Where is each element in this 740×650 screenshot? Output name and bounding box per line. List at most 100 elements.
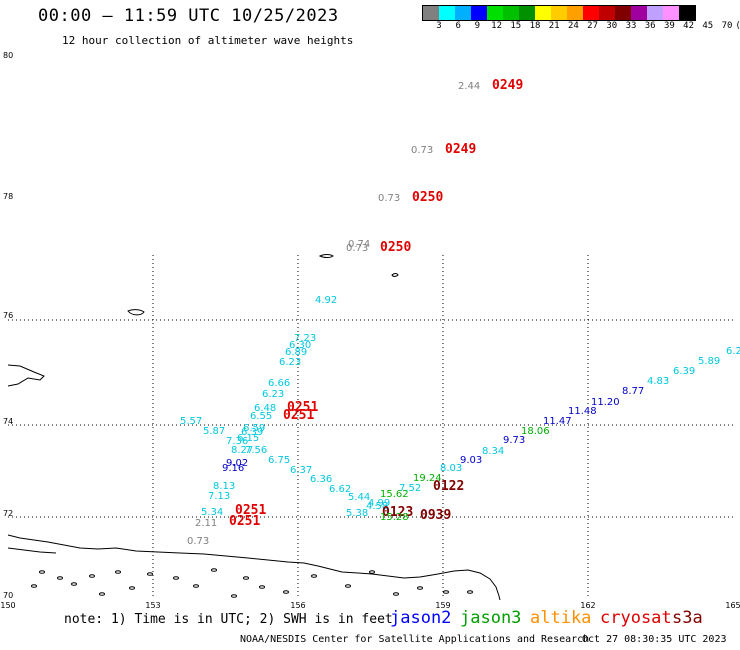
wave-height-label: 11.47: [543, 416, 572, 427]
island-outline: [71, 582, 77, 586]
color-swatch: [567, 6, 583, 20]
island-outline: [147, 572, 153, 576]
island-outline: [259, 585, 265, 589]
footnote: note: 1) Time is in UTC; 2) SWH is in fe…: [64, 612, 393, 627]
credit-line: NOAA/NESDIS Center for Satellite Applica…: [240, 634, 590, 645]
latitude-label: 76: [3, 311, 13, 320]
wave-height-label: 6.15: [237, 433, 259, 444]
wave-height-label: 6.55: [250, 411, 272, 422]
island-outline: [99, 592, 105, 596]
color-swatch: [663, 6, 679, 20]
satellite-legend-item: cryosat: [600, 608, 672, 628]
wave-height-label: 7.52: [399, 483, 421, 494]
wave-height-label: 11.20: [591, 397, 620, 408]
color-scale-label: 33: [625, 21, 637, 31]
color-scale-label: 36: [644, 21, 656, 31]
wave-height-label: 6.37: [290, 465, 312, 476]
color-swatch: [503, 6, 519, 20]
pass-time-label: 0122: [433, 479, 464, 494]
coastline: [7, 364, 45, 387]
longitude-label: 162: [580, 601, 595, 610]
color-swatch: [519, 6, 535, 20]
wave-height-label: 8.77: [622, 386, 644, 397]
wave-height-label: 11.48: [568, 406, 597, 417]
satellite-legend-item: altika: [530, 608, 592, 628]
wave-height-label: 5.87: [203, 426, 225, 437]
latitude-label: 70: [3, 591, 13, 600]
wave-height-label: 6.23: [262, 389, 284, 400]
wave-height-label: 7.56: [245, 445, 267, 456]
wave-height-label: 4.99: [368, 498, 390, 509]
island-outline: [211, 568, 217, 572]
wave-height-label: 5.34: [201, 507, 223, 518]
pass-time-label: 0249: [445, 142, 476, 157]
wave-height-label: 8.03: [440, 463, 462, 474]
longitude-label: 153: [145, 601, 160, 610]
color-swatch: [583, 6, 599, 20]
color-scale-label: 45: [702, 21, 714, 31]
pass-time-label: 0251: [287, 400, 318, 415]
color-scale-label: 42: [683, 21, 695, 31]
color-scale-label: 70: [721, 21, 733, 31]
color-scale-label: 3: [436, 21, 442, 31]
color-swatch: [615, 6, 631, 20]
wave-height-label: 8.27: [231, 445, 253, 456]
wave-height-label: 6.66: [268, 378, 290, 389]
pass-time-label: 0251: [283, 408, 314, 423]
color-scale-label: 24: [567, 21, 579, 31]
coastline: [318, 254, 334, 258]
island-outline: [173, 576, 179, 580]
longitude-label: 156: [290, 601, 305, 610]
island-outline: [89, 574, 95, 578]
island-outline: [129, 586, 135, 590]
island-outline: [39, 570, 45, 574]
wave-height-label: 5.57: [180, 416, 202, 427]
color-swatch: [423, 6, 439, 20]
wave-height-label: 6.39: [673, 366, 695, 377]
wave-height-label: 9.16: [222, 463, 244, 474]
pass-time-label: 0939: [420, 508, 451, 523]
color-scale-label: 15: [510, 21, 522, 31]
color-swatch: [455, 6, 471, 20]
wave-height-label: 9.73: [503, 435, 525, 446]
pass-time-label: 0123: [382, 505, 413, 520]
longitude-label: 165: [725, 601, 740, 610]
latitude-label: 80: [3, 51, 13, 60]
pass-time-label: 0250: [412, 190, 443, 205]
color-scale-label: 39: [663, 21, 675, 31]
latitude-label: 72: [3, 509, 13, 518]
wave-height-label: 7.23: [294, 333, 316, 344]
coastline: [391, 273, 399, 277]
satellite-legend-item: s3a: [672, 608, 703, 628]
wave-height-label: 18.06: [521, 426, 550, 437]
island-outline: [283, 590, 289, 594]
wave-height-label: 5.44: [348, 492, 370, 503]
wave-height-label: 6.36: [310, 474, 332, 485]
wave-height-label: 6.75: [268, 455, 290, 466]
wave-height-label: 4.83: [647, 376, 669, 387]
wave-height-label: 15.28: [380, 512, 409, 523]
latitude-label: 74: [3, 417, 13, 426]
satellite-legend-item: jason2: [390, 608, 452, 628]
wave-height-label: 5.38: [346, 508, 368, 519]
color-swatch: [439, 6, 455, 20]
wave-height-label: 0.73: [411, 145, 433, 156]
island-outline: [393, 592, 399, 596]
color-swatch: [631, 6, 647, 20]
color-swatch: [471, 6, 487, 20]
satellite-legend-item: jason3: [460, 608, 522, 628]
map-subtitle: 12 hour collection of altimeter wave hei…: [62, 34, 354, 47]
wave-height-label: 8.13: [213, 481, 235, 492]
pass-time-label: 0251: [235, 503, 266, 518]
color-swatch: [551, 6, 567, 20]
island-outline: [231, 594, 237, 598]
color-scale-label: 21: [548, 21, 560, 31]
color-scale-label: 18: [529, 21, 541, 31]
island-outline: [311, 574, 317, 578]
wave-height-label: 6.48: [254, 403, 276, 414]
wave-height-label: 6.30: [289, 340, 311, 351]
color-swatch: [647, 6, 663, 20]
longitude-label: 159: [435, 601, 450, 610]
